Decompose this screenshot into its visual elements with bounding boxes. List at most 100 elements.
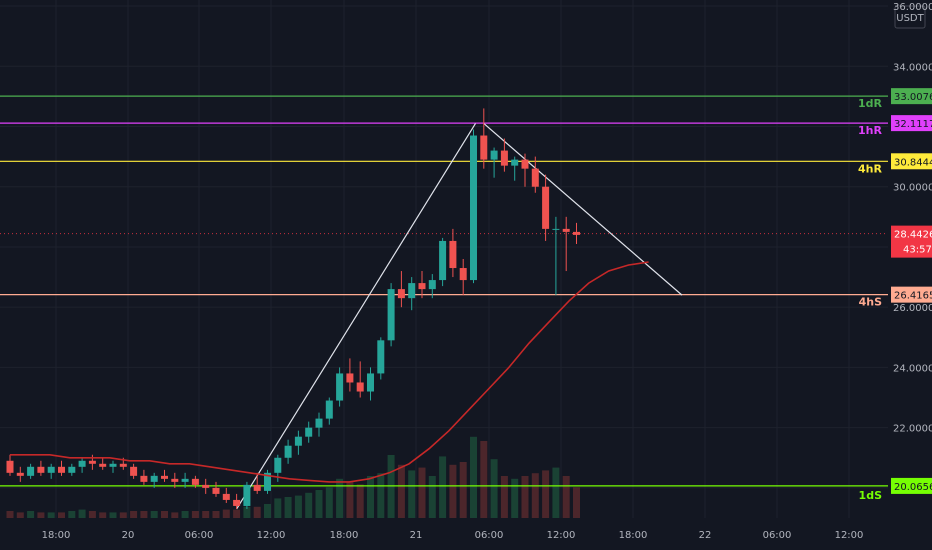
volume-bar: [573, 487, 580, 518]
volume-bar: [161, 511, 168, 518]
countdown-text: 43:57: [903, 245, 932, 256]
trendlines: [236, 123, 683, 510]
candle-body: [480, 135, 488, 160]
candle-body: [212, 487, 220, 494]
candle-body: [6, 460, 14, 473]
volume-bar: [181, 511, 189, 518]
price-tick-label: 22.0000: [893, 424, 932, 435]
candle-body: [140, 475, 148, 482]
volume-bar: [212, 511, 220, 518]
trendline-down: [483, 123, 683, 296]
time-tick-label: 12:00: [257, 530, 286, 541]
candle-body: [27, 466, 35, 476]
price-badge: [891, 477, 932, 494]
candle-body: [459, 268, 467, 281]
candle-body: [542, 186, 550, 229]
candle-body: [521, 159, 529, 169]
candle-body: [253, 484, 261, 491]
ma-line: [10, 261, 649, 483]
candle-body: [377, 340, 385, 374]
level-lines: 1dR 1hR 4hR 4hS 1dS: [0, 95, 888, 502]
time-tick-label: 21: [410, 530, 423, 541]
volume-bar: [521, 476, 529, 518]
time-axis: 18:00 20 06:00 12:00 18:00 21 06:00 12:00 18:00 2…: [0, 518, 932, 550]
candle-body: [470, 135, 477, 281]
candle-body: [150, 475, 158, 482]
volume-bar: [336, 478, 344, 518]
time-tick-label: 20: [122, 530, 135, 541]
volume-bar: [490, 459, 498, 518]
volume-bar: [119, 512, 127, 518]
price-badge-text: 32.1117: [894, 119, 932, 130]
price-tick-label: 34.0000: [893, 62, 932, 73]
price-badge: [891, 286, 932, 303]
candle-body: [397, 289, 405, 299]
candle-body: [264, 472, 271, 491]
current-price-text: 28.4426: [894, 230, 932, 241]
time-tick-label: 22: [699, 530, 712, 541]
volume-bar: [99, 512, 107, 518]
volume-bar: [16, 512, 24, 518]
price-tick-label: 30.0000: [893, 183, 932, 194]
volume-bar: [202, 511, 210, 518]
level-label: 1dR: [858, 97, 883, 110]
candle-body: [428, 280, 436, 290]
volume-bar: [294, 495, 302, 518]
candle-body: [367, 373, 374, 392]
candle-body: [449, 240, 457, 269]
volume-bar: [171, 512, 179, 518]
price-ticks: 22.0000 24.0000 26.0000 30.0000 34.0000 36.00…: [893, 2, 932, 435]
volume-bar: [150, 511, 158, 518]
volume-bar: [470, 436, 477, 518]
candle-body: [552, 228, 560, 230]
price-axis-bg: [888, 0, 932, 550]
candle-body: [233, 499, 241, 506]
volume-bar: [222, 509, 230, 518]
currency-badge[interactable]: [894, 5, 926, 29]
volume-bar: [377, 473, 385, 518]
candle-body: [305, 427, 313, 437]
volume-bar: [325, 487, 333, 518]
volume-bar: [109, 512, 117, 518]
volume-bar: [78, 509, 86, 518]
price-axis: USDT 22.0000 24.0000 26.0000 30.0000 34.0000…: [888, 0, 932, 550]
candles: [6, 108, 580, 509]
time-tick-label: 18:00: [619, 530, 648, 541]
candle-body: [490, 150, 498, 160]
volume-bar: [428, 476, 436, 518]
volume-bar: [439, 456, 447, 518]
volume-bar: [191, 511, 199, 518]
volume-bar: [140, 511, 148, 518]
volume-bar: [449, 464, 457, 518]
candle-body: [171, 478, 179, 482]
candle-body: [130, 466, 138, 476]
volume-bar: [511, 478, 519, 518]
moving-average: [10, 261, 649, 483]
price-badge: [891, 115, 932, 132]
candle-body: [119, 463, 127, 467]
volume-bar: [346, 481, 354, 518]
candle-body: [78, 460, 86, 467]
candle-body: [500, 150, 508, 166]
price-badge-text: 26.4165: [894, 291, 932, 302]
volume-bar: [274, 498, 282, 518]
time-tick-label: 06:00: [475, 530, 504, 541]
volume-bar: [88, 511, 96, 518]
price-badge: [891, 153, 932, 170]
time-tick-label: 12:00: [835, 530, 864, 541]
candle-body: [191, 478, 199, 485]
current-price-badge: [891, 225, 932, 258]
volume-bar: [47, 512, 55, 518]
candle-body: [37, 466, 45, 473]
volume-bar: [37, 512, 45, 518]
volume-bar: [253, 506, 261, 518]
volume-bar: [500, 476, 508, 518]
candle-body: [346, 373, 354, 383]
currency-label: USDT: [896, 13, 924, 24]
price-badge: [891, 88, 932, 105]
time-tick-label: 18:00: [42, 530, 71, 541]
trendline-up: [236, 123, 477, 510]
candle-body: [202, 484, 210, 488]
